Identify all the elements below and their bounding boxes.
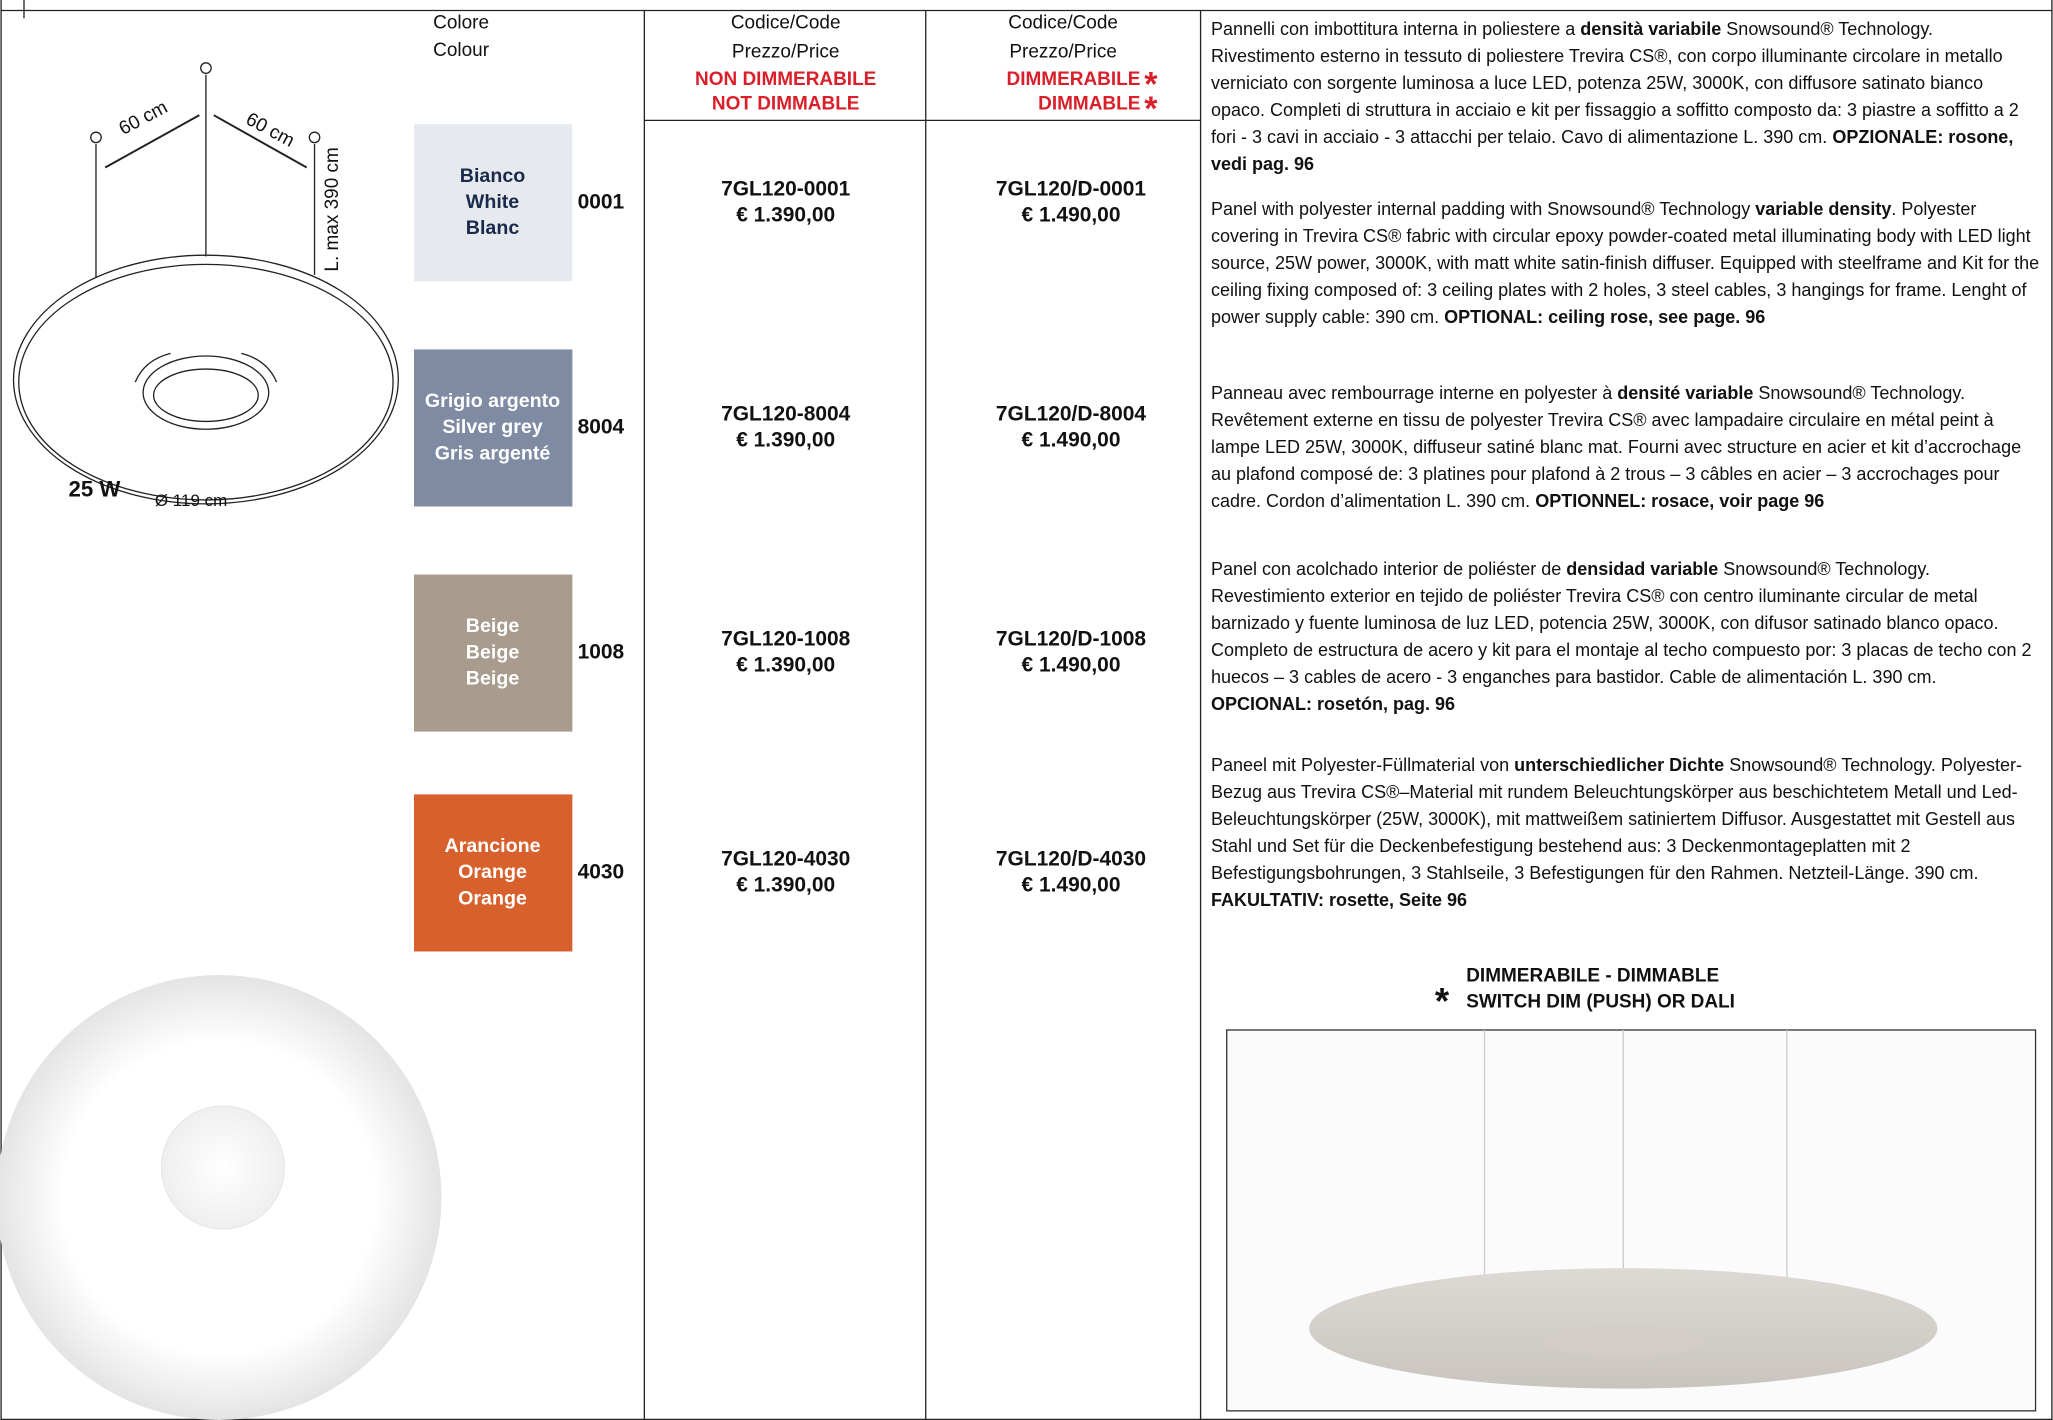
colour-name: Bianco xyxy=(460,165,525,187)
header-text: Prezzo/Price xyxy=(732,41,840,62)
header-text: Prezzo/Price xyxy=(1009,41,1117,62)
span-label: 60 cm xyxy=(242,109,297,152)
footnote-mark: * xyxy=(1435,980,1450,1021)
description-text: Paneel mit Polyester-Füllmaterial von xyxy=(1211,755,1515,775)
colour-name: Grigio argento xyxy=(425,390,560,412)
colour-name: Beige xyxy=(466,615,520,637)
header-red: NOT DIMMABLE xyxy=(712,94,860,115)
cable-label: L. max 390 cm xyxy=(322,147,343,271)
description-text: . Polyester covering in Trevira CS® fabr… xyxy=(1211,199,2040,327)
header-text: Codice/Code xyxy=(731,13,841,34)
description-text: Snowsound® Technology. Polyester-Bezug a… xyxy=(1211,755,2022,883)
description-text: Pannelli con imbottitura interna in poli… xyxy=(1211,19,1581,39)
header-red: DIMMABLE xyxy=(1038,94,1140,115)
swatch xyxy=(414,124,573,282)
colour-name: Silver grey xyxy=(442,416,542,438)
price: € 1.390,00 xyxy=(736,654,835,677)
span-label: 60 cm xyxy=(116,97,171,140)
description-bold: OPTIONAL: ceiling rose, see page. 96 xyxy=(1444,307,1766,327)
header-text: Colore xyxy=(433,13,489,34)
footnote: * DIMMERABILE - DIMMABLE SWITCH DIM (PUS… xyxy=(1435,965,1735,1021)
description-text: Panel with polyester internal padding wi… xyxy=(1211,199,1756,219)
colour-name: Beige xyxy=(466,667,520,689)
colour-code: 1008 xyxy=(578,641,625,664)
description-bold: densité variable xyxy=(1617,383,1754,403)
description-bold: unterschiedlicher Dichte xyxy=(1514,755,1725,775)
description-bold: OPTIONNEL: rosace, voir page 96 xyxy=(1535,491,1825,511)
description-text: Snowsound® Technology. Revestimiento ext… xyxy=(1211,559,2032,687)
description-text: Snowsound® Technology. Rivestimento este… xyxy=(1211,19,2019,147)
footnote-text: DIMMERABILE - DIMMABLE xyxy=(1466,965,1719,986)
technical-drawing: 60 cm 60 cm L. max 390 cm 25 W Ø 119 cm xyxy=(12,62,399,510)
swatch xyxy=(414,349,573,507)
product-code: 7GL120-1008 xyxy=(721,628,850,651)
description-bold: OPCIONAL: rosetón, pag. 96 xyxy=(1211,694,1456,714)
description-text: Panneau avec rembourrage interne en poly… xyxy=(1211,383,1618,403)
price: € 1.490,00 xyxy=(1022,203,1121,226)
colour-code: 4030 xyxy=(578,860,625,883)
header-text: Colour xyxy=(433,40,489,61)
colour-name: Orange xyxy=(458,861,527,883)
footnote-text: SWITCH DIM (PUSH) OR DALI xyxy=(1466,992,1735,1013)
colour-name: Orange xyxy=(458,887,527,909)
header-red: NON DIMMERABILE xyxy=(695,69,876,90)
price: € 1.490,00 xyxy=(1022,429,1121,452)
price: € 1.490,00 xyxy=(1022,874,1121,897)
rows: Bianco White Blanc 0001 7GL120-0001 € 1.390,0… xyxy=(414,124,1146,952)
header-red: DIMMERABILE xyxy=(1007,69,1141,90)
product-code: 7GL120/D-1008 xyxy=(996,628,1146,651)
asterisk: * xyxy=(1144,90,1158,128)
product-code: 7GL120/D-8004 xyxy=(996,402,1146,425)
power-label: 25 W xyxy=(68,477,120,502)
asterisk: * xyxy=(1144,65,1158,103)
description-text: Snowsound® Technology. Revêtement extern… xyxy=(1211,383,2022,511)
description-bold: OPZIONALE: rosone, vedi pag. 96 xyxy=(1211,127,2014,174)
description: Panneau avec rembourrage interne en poly… xyxy=(1211,380,2041,515)
colour-name: White xyxy=(466,191,519,213)
description: Pannelli con imbottitura interna in poli… xyxy=(1211,16,2041,178)
colour-code: 0001 xyxy=(578,190,625,213)
product-code: 7GL120/D-4030 xyxy=(996,847,1146,870)
description-bold: FAKULTATIV: rosette, Seite 96 xyxy=(1211,890,1468,910)
colour-code: 8004 xyxy=(578,415,625,438)
colour-name: Beige xyxy=(466,641,520,663)
description-bold: variable density xyxy=(1755,199,1892,219)
product-code: 7GL120-0001 xyxy=(721,177,851,200)
price: € 1.390,00 xyxy=(736,874,835,897)
swatch xyxy=(414,794,573,952)
product-code: 7GL120-4030 xyxy=(721,847,850,870)
description-bold: densità variabile xyxy=(1580,19,1722,39)
description: Panel with polyester internal padding wi… xyxy=(1211,196,2041,331)
price: € 1.390,00 xyxy=(736,203,835,226)
price: € 1.490,00 xyxy=(1022,654,1121,677)
description-text: Panel con acolchado interior de poliéste… xyxy=(1211,559,1567,579)
description: Paneel mit Polyester-Füllmaterial von un… xyxy=(1211,752,2041,914)
description: Panel con acolchado interior de poliéste… xyxy=(1211,556,2041,718)
product-code: 7GL120-8004 xyxy=(721,402,851,425)
product-code: 7GL120/D-0001 xyxy=(996,177,1146,200)
header-text: Codice/Code xyxy=(1008,13,1118,34)
diameter-label: Ø 119 cm xyxy=(155,491,227,510)
table-header: Colore Colour Codice/Code Prezzo/Price N… xyxy=(433,13,1158,129)
description-bold: densidad variable xyxy=(1566,559,1719,579)
price: € 1.390,00 xyxy=(736,429,835,452)
colour-name: Arancione xyxy=(445,835,541,857)
swatch xyxy=(414,574,573,732)
product-photo-side xyxy=(1226,1029,2037,1412)
colour-name: Blanc xyxy=(466,217,520,239)
colour-name: Gris argenté xyxy=(435,442,551,464)
product-photo-top xyxy=(0,975,442,1420)
